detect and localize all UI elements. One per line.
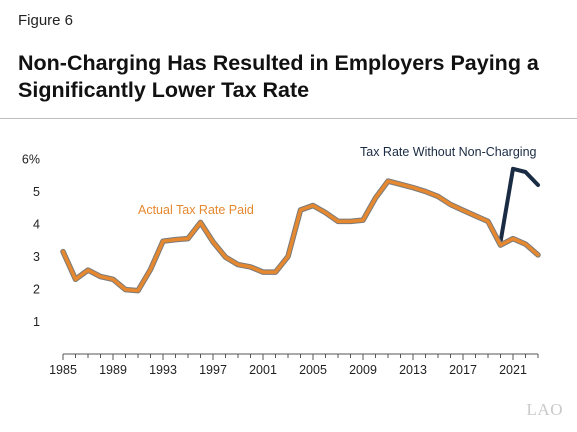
chart-title: Non-Charging Has Resulted in Employers P… (18, 51, 539, 102)
x-tick-label: 1985 (49, 363, 77, 377)
annotation-without-non-charging: Tax Rate Without Non-Charging (360, 145, 537, 159)
series-line-actual-outline (60, 178, 541, 294)
y-tick-label: 4 (33, 218, 40, 232)
y-tick-label: 5 (33, 185, 40, 199)
x-tick-label: 1997 (199, 363, 227, 377)
x-tick-label: 2021 (499, 363, 527, 377)
y-tick-label: 2 (33, 283, 40, 297)
annotation-actual-tax-rate: Actual Tax Rate Paid (138, 203, 254, 217)
y-tick-label: 6% (22, 153, 40, 167)
x-tick-label: 2009 (349, 363, 377, 377)
x-tick-label: 2005 (299, 363, 327, 377)
x-tick-label: 2017 (449, 363, 477, 377)
y-axis-ticks: 1 2 3 4 5 6% (22, 153, 40, 330)
x-tick-label: 2001 (249, 363, 277, 377)
x-axis: 1985 1989 1993 1997 2001 2005 2009 2013 2017 2021 (49, 353, 539, 377)
x-tick-label: 1993 (149, 363, 177, 377)
x-tick-label: 2013 (399, 363, 427, 377)
x-tick-label: 1989 (99, 363, 127, 377)
y-tick-label: 3 (33, 250, 40, 264)
series-line-without-non-charging (498, 166, 540, 244)
series-layer (60, 166, 541, 294)
series-line-actual-tax-rate (61, 179, 540, 293)
lao-logo: LAO (526, 400, 563, 419)
y-tick-label: 1 (33, 315, 40, 329)
figure-label: Figure 6 (18, 12, 74, 29)
title-divider (0, 118, 577, 119)
